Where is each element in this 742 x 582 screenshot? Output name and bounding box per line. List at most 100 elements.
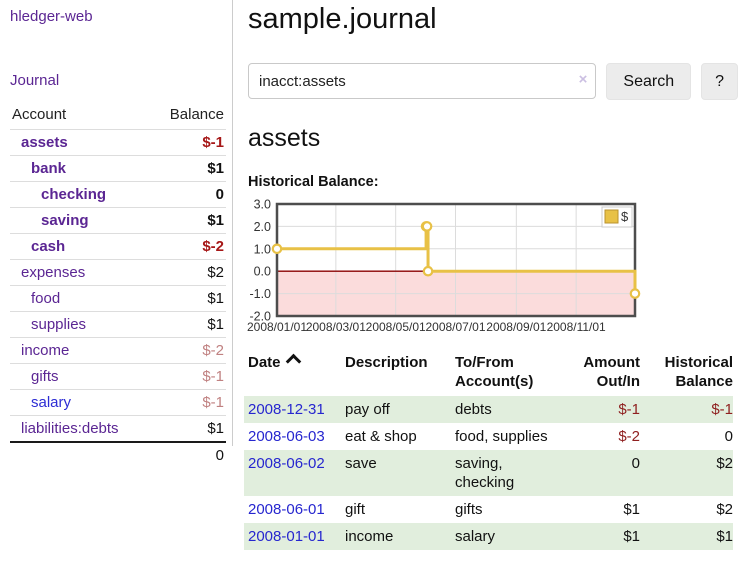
transaction-description: save — [345, 455, 377, 472]
svg-text:2008/03/01: 2008/03/01 — [306, 320, 366, 334]
account-balance: $2 — [150, 259, 226, 286]
register-header-balance-line1: Historical — [664, 354, 733, 371]
register-header-date-label: Date — [248, 354, 281, 371]
svg-text:2008/01/01: 2008/01/01 — [247, 320, 307, 334]
account-row: saving $1 — [10, 207, 226, 234]
register-table: Date Description To/From Account(s) Amou… — [244, 353, 733, 550]
search-button[interactable]: Search — [606, 63, 692, 100]
transaction-accounts: food, supplies — [455, 428, 548, 445]
account-balance: $1 — [150, 415, 226, 443]
transaction-balance: $2 — [716, 501, 733, 518]
register-header-amount-line2: Out/In — [596, 373, 640, 390]
accounts-header-account: Account — [10, 104, 151, 130]
register-header-date[interactable]: Date — [244, 353, 341, 396]
transaction-date-link[interactable]: 2008-06-02 — [248, 455, 325, 472]
svg-text:$: $ — [621, 209, 629, 224]
transaction-amount: $-1 — [618, 401, 640, 418]
svg-text:3.0: 3.0 — [254, 199, 271, 212]
register-header-balance: Historical Balance — [640, 353, 733, 396]
account-balance: $-2 — [150, 233, 226, 260]
transaction-balance: $2 — [716, 455, 733, 472]
account-balance: $1 — [150, 285, 226, 312]
account-balance: $-1 — [150, 363, 226, 390]
transaction-description: income — [345, 528, 394, 545]
account-balance: $1 — [150, 311, 226, 338]
account-link-liabilities-debts[interactable]: liabilities:debts — [21, 420, 119, 437]
account-row: supplies $1 — [10, 311, 226, 338]
svg-text:-2.0: -2.0 — [249, 310, 271, 324]
account-heading: assets — [248, 124, 321, 152]
search-bar: × Search ? — [248, 63, 738, 100]
account-row: checking 0 — [10, 181, 226, 208]
account-link-expenses[interactable]: expenses — [21, 264, 86, 281]
app-brand-link[interactable]: hledger-web — [10, 8, 93, 25]
transaction-balance: $-1 — [711, 401, 733, 418]
account-link-food[interactable]: food — [31, 290, 61, 307]
register-header-row: Date Description To/From Account(s) Amou… — [244, 353, 733, 396]
help-button[interactable]: ? — [701, 63, 738, 100]
account-link-supplies[interactable]: supplies — [31, 316, 87, 333]
transaction-amount: $1 — [623, 501, 640, 518]
search-box: × — [248, 63, 597, 99]
account-link-checking[interactable]: checking — [41, 186, 107, 203]
transaction-date-link[interactable]: 2008-06-01 — [248, 501, 325, 518]
sidebar: hledger-web Journal Account Balance asse… — [0, 0, 233, 468]
transaction-accounts: saving, checking — [455, 455, 515, 491]
account-row: salary $-1 — [10, 389, 226, 416]
account-row: assets $-1 — [10, 129, 226, 156]
account-balance: $-1 — [150, 389, 226, 416]
account-link-salary[interactable]: salary — [31, 394, 72, 411]
svg-text:-1.0: -1.0 — [249, 287, 271, 301]
register-header-balance-line2: Balance — [675, 373, 733, 390]
transaction-date-link[interactable]: 2008-12-31 — [248, 401, 325, 418]
account-link-cash[interactable]: cash — [31, 238, 66, 255]
main-content: sample.journal × Search ? assets Histori… — [244, 0, 738, 550]
account-link-bank[interactable]: bank — [31, 160, 67, 177]
app-brand: hledger-web — [10, 8, 226, 26]
transaction-row: 2008-06-01 gift gifts $1 $2 — [244, 496, 733, 523]
search-input[interactable] — [248, 63, 597, 99]
accounts-header-balance: Balance — [150, 104, 226, 130]
clear-search-icon[interactable]: × — [578, 71, 588, 88]
account-row: gifts $-1 — [10, 363, 226, 390]
account-balance: $-1 — [150, 129, 226, 156]
transaction-row: 2008-12-31 pay off debts $-1 $-1 — [244, 396, 733, 423]
chart-title: Historical Balance: — [248, 174, 379, 190]
account-link-saving[interactable]: saving — [41, 212, 89, 229]
account-link-gifts[interactable]: gifts — [31, 368, 59, 385]
nav-journal-link[interactable]: Journal — [10, 72, 60, 89]
account-row: bank $1 — [10, 155, 226, 182]
account-row: income $-2 — [10, 337, 226, 364]
transaction-row: 2008-01-01 income salary $1 $1 — [244, 523, 733, 550]
transaction-amount: 0 — [631, 455, 640, 472]
accounts-total-value: 0 — [150, 441, 226, 468]
transaction-balance: 0 — [724, 428, 733, 445]
svg-text:2008/09/01: 2008/09/01 — [486, 320, 546, 334]
transaction-accounts: gifts — [455, 501, 483, 518]
account-balance: $1 — [150, 155, 226, 182]
transaction-description: eat & shop — [345, 428, 417, 445]
transaction-balance: $1 — [716, 528, 733, 545]
page-title: sample.journal — [248, 3, 437, 35]
svg-text:2008/11/01: 2008/11/01 — [547, 320, 606, 334]
transaction-amount: $1 — [623, 528, 640, 545]
transaction-date-link[interactable]: 2008-01-01 — [248, 528, 325, 545]
register-header-accounts-line2: Account(s) — [455, 373, 534, 390]
account-link-income[interactable]: income — [21, 342, 70, 359]
transaction-row: 2008-06-02 save saving, checking 0 $2 — [244, 450, 733, 496]
account-row: liabilities:debts $1 — [10, 415, 226, 443]
transaction-description: pay off — [345, 401, 390, 418]
sort-ascending-icon — [285, 353, 301, 370]
svg-text:2.0: 2.0 — [254, 220, 271, 234]
transaction-accounts: salary — [455, 528, 496, 545]
transaction-description: gift — [345, 501, 366, 518]
accounts-total-row: 0 — [10, 441, 226, 468]
transaction-row: 2008-06-03 eat & shop food, supplies $-2… — [244, 423, 733, 450]
accounts-table: Account Balance assets $-1 bank $1 check… — [10, 104, 226, 468]
transaction-date-link[interactable]: 2008-06-03 — [248, 428, 325, 445]
account-row: cash $-2 — [10, 233, 226, 260]
account-balance: 0 — [150, 181, 226, 208]
register-header-accounts-line1: To/From — [455, 354, 514, 371]
account-link-assets[interactable]: assets — [21, 134, 68, 151]
svg-text:2008/05/01: 2008/05/01 — [366, 320, 426, 334]
